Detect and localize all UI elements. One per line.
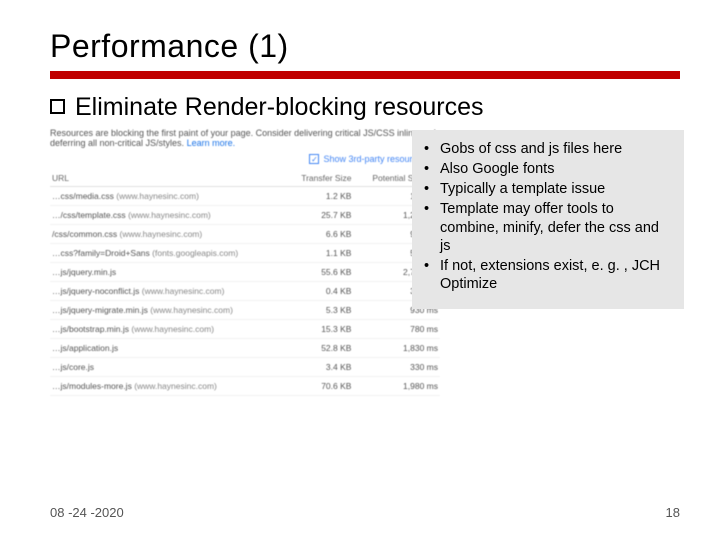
table-row: …css?family=Droid+Sans (fonts.googleapis… bbox=[50, 244, 440, 263]
cell-size: 0.4 KB bbox=[286, 282, 353, 301]
cell-url: …js/jquery-migrate.min.js (www.haynesinc… bbox=[50, 301, 286, 320]
table-row: …/css/template.css (www.haynesinc.com)25… bbox=[50, 206, 440, 225]
cell-savings: 330 ms bbox=[353, 358, 440, 377]
note-item: •Template may offer tools to combine, mi… bbox=[424, 200, 672, 254]
col-size: Transfer Size bbox=[286, 170, 353, 187]
title-rule bbox=[50, 71, 680, 79]
cell-size: 55.6 KB bbox=[286, 263, 353, 282]
screenshot-description: Resources are blocking the first paint o… bbox=[50, 128, 440, 148]
cell-url: …js/bootstrap.min.js (www.haynesinc.com) bbox=[50, 320, 286, 339]
cell-size: 1.2 KB bbox=[286, 187, 353, 206]
cell-size: 25.7 KB bbox=[286, 206, 353, 225]
table-row: …js/application.js 52.8 KB1,830 ms bbox=[50, 339, 440, 358]
cell-url: …css/media.css (www.haynesinc.com) bbox=[50, 187, 286, 206]
cell-url: …js/application.js bbox=[50, 339, 286, 358]
third-party-toggle: ✓ Show 3rd-party resources (2) bbox=[50, 154, 440, 164]
content-area: Resources are blocking the first paint o… bbox=[50, 128, 680, 396]
cell-url: …/css/template.css (www.haynesinc.com) bbox=[50, 206, 286, 225]
bullet-icon: • bbox=[424, 257, 432, 293]
screenshot-desc-text: Resources are blocking the first paint o… bbox=[50, 128, 436, 148]
notes-list: • Gobs of css and js files here • Also Goog… bbox=[424, 140, 672, 293]
cell-savings: 1,830 ms bbox=[353, 339, 440, 358]
slide-footer: 08 -24 -2020 18 bbox=[50, 505, 680, 520]
table-header-row: URL Transfer Size Potential Savings bbox=[50, 170, 440, 187]
learn-more-link: Learn more. bbox=[187, 138, 236, 148]
bullet-icon: • bbox=[424, 180, 432, 198]
slide-title: Performance (1) bbox=[50, 28, 680, 65]
cell-size: 5.3 KB bbox=[286, 301, 353, 320]
slide: Performance (1) Eliminate Render-blockin… bbox=[0, 0, 720, 540]
table-row: …js/jquery.min.js 55.6 KB2,780 ms bbox=[50, 263, 440, 282]
bullet-icon: • bbox=[424, 160, 432, 178]
note-item: • Also Google fonts bbox=[424, 160, 672, 178]
footer-date: 08 -24 -2020 bbox=[50, 505, 124, 520]
table-row: …js/core.js 3.4 KB330 ms bbox=[50, 358, 440, 377]
checkbox-bullet-icon bbox=[50, 99, 65, 114]
note-item: • Typically a template issue bbox=[424, 180, 672, 198]
bullet-icon: • bbox=[424, 140, 432, 158]
table-row: …js/bootstrap.min.js (www.haynesinc.com)… bbox=[50, 320, 440, 339]
note-text: Also Google fonts bbox=[440, 160, 554, 178]
section-heading: Eliminate Render-blocking resources bbox=[75, 93, 484, 122]
cell-url: …css?family=Droid+Sans (fonts.googleapis… bbox=[50, 244, 286, 263]
note-text: Gobs of css and js files here bbox=[440, 140, 622, 158]
cell-savings: 1,980 ms bbox=[353, 377, 440, 396]
cell-url: …js/jquery-noconflict.js (www.haynesinc.… bbox=[50, 282, 286, 301]
note-item: •If not, extensions exist, e. g. , JCH O… bbox=[424, 257, 672, 293]
bullet-icon: • bbox=[424, 200, 432, 254]
cell-url: …js/jquery.min.js bbox=[50, 263, 286, 282]
notes-overlay: • Gobs of css and js files here • Also Goog… bbox=[412, 130, 684, 309]
table-row: …js/modules-more.js (www.haynesinc.com)7… bbox=[50, 377, 440, 396]
cell-url: …js/modules-more.js (www.haynesinc.com) bbox=[50, 377, 286, 396]
table-row: /css/common.css (www.haynesinc.com)6.6 K… bbox=[50, 225, 440, 244]
cell-url: …js/core.js bbox=[50, 358, 286, 377]
table-row: …js/jquery-migrate.min.js (www.haynesinc… bbox=[50, 301, 440, 320]
heading-row: Eliminate Render-blocking resources bbox=[50, 93, 680, 122]
cell-url: /css/common.css (www.haynesinc.com) bbox=[50, 225, 286, 244]
note-text: If not, extensions exist, e. g. , JCH Op… bbox=[440, 257, 672, 293]
col-url: URL bbox=[50, 170, 286, 187]
cell-size: 52.8 KB bbox=[286, 339, 353, 358]
cell-size: 15.3 KB bbox=[286, 320, 353, 339]
cell-savings: 780 ms bbox=[353, 320, 440, 339]
table-row: …css/media.css (www.haynesinc.com)1.2 KB… bbox=[50, 187, 440, 206]
cell-size: 6.6 KB bbox=[286, 225, 353, 244]
note-text: Typically a template issue bbox=[440, 180, 605, 198]
checkbox-checked-icon: ✓ bbox=[309, 154, 319, 164]
table-row: …js/jquery-noconflict.js (www.haynesinc.… bbox=[50, 282, 440, 301]
cell-size: 70.6 KB bbox=[286, 377, 353, 396]
resources-table: URL Transfer Size Potential Savings …css… bbox=[50, 170, 440, 396]
cell-size: 1.1 KB bbox=[286, 244, 353, 263]
note-text: Template may offer tools to combine, min… bbox=[440, 200, 672, 254]
embedded-screenshot: Resources are blocking the first paint o… bbox=[50, 128, 440, 396]
cell-size: 3.4 KB bbox=[286, 358, 353, 377]
note-item: • Gobs of css and js files here bbox=[424, 140, 672, 158]
footer-page: 18 bbox=[666, 505, 680, 520]
